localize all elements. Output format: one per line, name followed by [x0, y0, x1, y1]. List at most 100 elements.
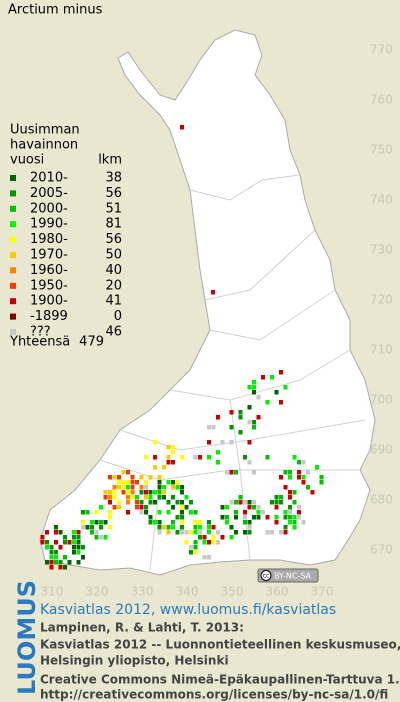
occurrence-square [288, 470, 292, 475]
occurrence-square [207, 440, 211, 445]
occurrence-square [247, 460, 252, 465]
legend-count: 38 [105, 171, 122, 186]
occurrence-square [252, 425, 256, 430]
legend-count: 51 [105, 201, 122, 216]
occurrence-square [126, 470, 130, 475]
occurrence-square [171, 485, 175, 490]
occurrence-square [220, 535, 225, 540]
occurrence-square [283, 530, 288, 535]
occurrence-square [103, 520, 108, 525]
occurrence-square [103, 535, 108, 540]
occurrence-square [126, 485, 130, 490]
legend-count: 50 [105, 248, 122, 263]
occurrence-square [117, 505, 121, 510]
occurrence-square [297, 470, 301, 475]
occurrence-square [189, 510, 193, 515]
occurrence-square [153, 440, 157, 445]
legend-label: 1960- [30, 263, 68, 278]
occurrence-square [198, 520, 202, 525]
y-grid-label: 710 [370, 343, 393, 357]
occurrence-square [126, 510, 130, 515]
occurrence-square [130, 475, 135, 480]
occurrence-square [211, 525, 216, 530]
occurrence-square [72, 540, 76, 545]
legend-swatch [10, 236, 16, 243]
occurrence-square [180, 490, 184, 495]
occurrence-square [171, 480, 175, 485]
occurrence-square [198, 525, 202, 530]
occurrence-square [45, 560, 49, 565]
occurrence-square [81, 520, 85, 525]
legend-label: 1990- [30, 217, 68, 232]
legend-label: 1900- [30, 294, 68, 309]
occurrence-square [256, 395, 261, 400]
occurrence-square [301, 520, 306, 525]
occurrence-square [288, 505, 292, 510]
occurrence-square [319, 480, 324, 485]
y-grid-label: 690 [370, 443, 393, 457]
y-grid-label: 670 [370, 543, 393, 557]
occurrence-square [90, 520, 94, 525]
occurrence-square [297, 510, 301, 515]
occurrence-square [58, 530, 63, 535]
occurrence-square [270, 530, 274, 535]
legend-swatch [10, 267, 16, 274]
occurrence-square [189, 530, 193, 535]
occurrence-square [247, 530, 252, 535]
occurrence-square [198, 455, 202, 460]
x-grid-label: 320 [86, 585, 109, 599]
occurrence-square [45, 530, 49, 535]
occurrence-square [283, 515, 288, 520]
legend-label: -1899 [30, 309, 68, 324]
occurrence-square [252, 385, 256, 390]
species-title: Arctium minus [8, 3, 103, 18]
occurrence-square [243, 520, 247, 525]
occurrence-square [99, 505, 103, 510]
legend-label: ??? [30, 325, 51, 340]
occurrence-square [76, 545, 81, 550]
occurrence-square [211, 290, 215, 295]
occurrence-square [112, 475, 117, 480]
occurrence-square [117, 480, 121, 485]
occurrence-square [135, 500, 139, 505]
occurrence-square [274, 520, 279, 525]
legend-count: 0 [114, 309, 122, 324]
occurrence-square [220, 515, 225, 520]
occurrence-square [202, 540, 207, 545]
occurrence-square [288, 495, 292, 500]
logo: LUOMUS [13, 580, 41, 695]
occurrence-square [189, 550, 193, 555]
occurrence-square [315, 465, 319, 470]
occurrence-square [139, 500, 144, 505]
occurrence-square [54, 540, 58, 545]
occurrence-square [247, 500, 252, 505]
occurrence-square [103, 490, 108, 495]
license: http://creativecommons.org/licenses/by-n… [40, 688, 388, 702]
occurrence-square [117, 485, 121, 490]
occurrence-square [121, 485, 126, 490]
occurrence-square [180, 500, 184, 505]
occurrence-square [297, 475, 301, 480]
occurrence-square [126, 480, 130, 485]
occurrence-square [279, 495, 283, 500]
occurrence-square [108, 475, 112, 480]
occurrence-square [166, 460, 171, 465]
occurrence-square [148, 490, 153, 495]
legend-swatch [10, 298, 16, 305]
occurrence-square [243, 455, 247, 460]
occurrence-square [265, 455, 270, 460]
legend-label: 1970- [30, 248, 68, 263]
occurrence-square [81, 555, 85, 560]
x-grid-label: 360 [266, 585, 289, 599]
occurrence-square [283, 470, 288, 475]
occurrence-square [193, 510, 198, 515]
legend-count: 56 [105, 186, 122, 201]
occurrence-square [49, 550, 54, 555]
occurrence-square [153, 465, 157, 470]
occurrence-square [166, 445, 171, 450]
occurrence-square [198, 530, 202, 535]
occurrence-square [117, 475, 121, 480]
occurrence-square [76, 550, 81, 555]
occurrence-square [157, 485, 162, 490]
